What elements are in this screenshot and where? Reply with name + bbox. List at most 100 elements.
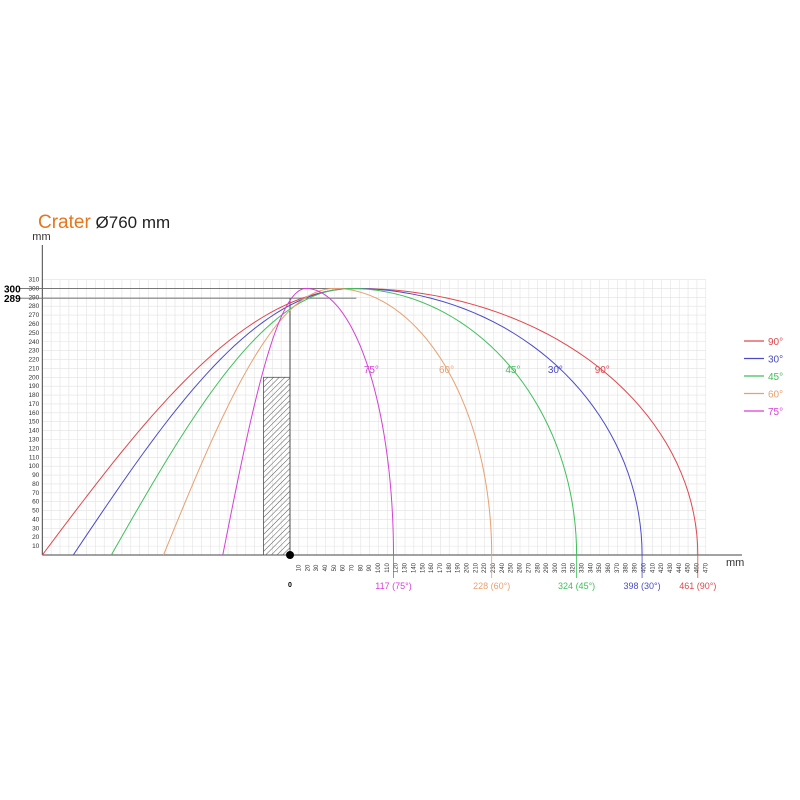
curve-45° bbox=[110, 287, 578, 556]
x-tick-label: 290 bbox=[544, 562, 550, 573]
x-tick-label: 210 bbox=[473, 562, 479, 573]
x-tick-label: 270 bbox=[526, 562, 532, 573]
y-tick-label: 170 bbox=[28, 401, 39, 408]
y-tick-label: 150 bbox=[28, 419, 39, 426]
x-tick-label: 180 bbox=[447, 562, 453, 573]
x-tick-label: 130 bbox=[403, 562, 409, 573]
x-tick-label: 400 bbox=[641, 562, 647, 573]
x-tick-label: 160 bbox=[429, 562, 435, 573]
y-tick-label: 50 bbox=[32, 508, 40, 515]
x-tick-label: 260 bbox=[518, 562, 524, 573]
legend-entry-75°: 75° bbox=[768, 407, 783, 418]
x-tick-label: 10 bbox=[296, 564, 302, 571]
legend-entry-90°: 90° bbox=[768, 337, 783, 348]
x-tick-label: 230 bbox=[491, 562, 497, 573]
x-tick-label: 50 bbox=[332, 564, 338, 571]
title-brand: Crater bbox=[38, 212, 91, 233]
legend-entry-45°: 45° bbox=[768, 372, 783, 383]
x-tick-label: 240 bbox=[500, 562, 506, 573]
x-tick-label: 90 bbox=[367, 564, 373, 571]
chart-title: Crater Ø760 mm bbox=[38, 212, 170, 234]
y-tick-label: 20 bbox=[32, 534, 40, 541]
x-tick-label: 380 bbox=[624, 562, 630, 573]
x-tick-label: 30 bbox=[314, 564, 320, 571]
reach-label-45°: 324 (45°) bbox=[558, 581, 595, 591]
y-tick-label: 40 bbox=[32, 516, 40, 523]
lamp-post bbox=[263, 376, 291, 556]
x-tick-label: 280 bbox=[535, 562, 541, 573]
x-tick-label: 310 bbox=[562, 562, 568, 573]
y-tick-label: 210 bbox=[28, 365, 39, 372]
y-tick-label: 160 bbox=[28, 410, 39, 417]
y-tick-label: 230 bbox=[28, 348, 39, 355]
y-tick-label: 10 bbox=[32, 543, 40, 550]
x-tick-label: 170 bbox=[438, 562, 444, 573]
y-tick-label: 280 bbox=[28, 303, 39, 310]
x-tick-label: 40 bbox=[323, 564, 329, 571]
curve-label-60°: 60° bbox=[439, 365, 454, 376]
x-tick-label: 60 bbox=[341, 564, 347, 571]
x-tick-label: 410 bbox=[650, 562, 656, 573]
reach-label-60°: 228 (60°) bbox=[473, 581, 510, 591]
y-tick-label: 240 bbox=[28, 339, 39, 346]
y-tick-label: 250 bbox=[28, 330, 39, 337]
curve-label-90°: 90° bbox=[595, 365, 610, 376]
x-tick-label: 470 bbox=[703, 562, 709, 573]
x-tick-label: 330 bbox=[579, 562, 585, 573]
x-tick-label: 320 bbox=[571, 562, 577, 573]
x-axis-unit-label: mm bbox=[726, 557, 744, 569]
x-tick-label: 370 bbox=[615, 562, 621, 573]
reach-label-75°: 117 (75°) bbox=[375, 581, 411, 591]
x-tick-label: 430 bbox=[668, 562, 674, 573]
y-tick-label: 300 bbox=[28, 285, 39, 292]
x-tick-label: 120 bbox=[394, 562, 400, 573]
curve-label-75°: 75° bbox=[364, 365, 379, 376]
legend-entry-30°: 30° bbox=[768, 355, 783, 366]
reach-label-30°: 398 (30°) bbox=[624, 581, 661, 591]
y-tick-label: 190 bbox=[28, 383, 39, 390]
x-tick-label: 150 bbox=[420, 562, 426, 573]
y-tick-label: 80 bbox=[32, 481, 40, 488]
y-tick-label: 270 bbox=[28, 312, 39, 319]
y-tick-label: 200 bbox=[28, 374, 39, 381]
y-tick-label: 100 bbox=[28, 463, 39, 470]
y-tick-label: 110 bbox=[29, 454, 40, 461]
curve-75° bbox=[222, 287, 394, 556]
x-tick-label: 70 bbox=[350, 564, 356, 571]
y-reference-label: 289 bbox=[4, 294, 21, 305]
origin-label: 0 bbox=[288, 582, 292, 589]
origin-marker bbox=[286, 551, 294, 559]
y-tick-label: 310 bbox=[28, 277, 39, 284]
x-tick-label: 250 bbox=[509, 562, 515, 573]
y-tick-label: 30 bbox=[32, 525, 40, 532]
x-tick-label: 110 bbox=[385, 563, 391, 573]
y-tick-label: 180 bbox=[28, 392, 39, 399]
x-tick-label: 450 bbox=[686, 562, 692, 573]
y-tick-label: 260 bbox=[28, 321, 39, 328]
y-tick-label: 140 bbox=[28, 428, 39, 435]
y-axis-unit-label: mm bbox=[32, 231, 50, 243]
curve-label-30°: 30° bbox=[548, 365, 563, 376]
y-reference-label: 300 bbox=[4, 284, 21, 295]
x-tick-label: 390 bbox=[633, 562, 639, 573]
x-tick-label: 20 bbox=[305, 564, 311, 571]
y-tick-label: 90 bbox=[32, 472, 40, 479]
title-diameter: Ø760 mm bbox=[95, 213, 171, 232]
y-tick-label: 120 bbox=[28, 445, 39, 452]
x-tick-label: 340 bbox=[588, 562, 594, 573]
y-tick-label: 60 bbox=[32, 499, 40, 506]
y-tick-label: 130 bbox=[28, 436, 39, 443]
x-tick-label: 350 bbox=[597, 562, 603, 573]
x-tick-label: 80 bbox=[358, 564, 364, 571]
curve-60° bbox=[163, 287, 493, 556]
y-tick-label: 220 bbox=[28, 357, 39, 364]
x-tick-label: 190 bbox=[456, 562, 462, 573]
x-tick-label: 140 bbox=[411, 562, 417, 573]
legend-entry-60°: 60° bbox=[768, 390, 783, 401]
x-tick-label: 440 bbox=[677, 562, 683, 573]
y-tick-label: 70 bbox=[32, 490, 40, 497]
x-tick-label: 420 bbox=[659, 562, 665, 573]
x-tick-label: 220 bbox=[482, 562, 488, 573]
x-tick-label: 360 bbox=[606, 562, 612, 573]
